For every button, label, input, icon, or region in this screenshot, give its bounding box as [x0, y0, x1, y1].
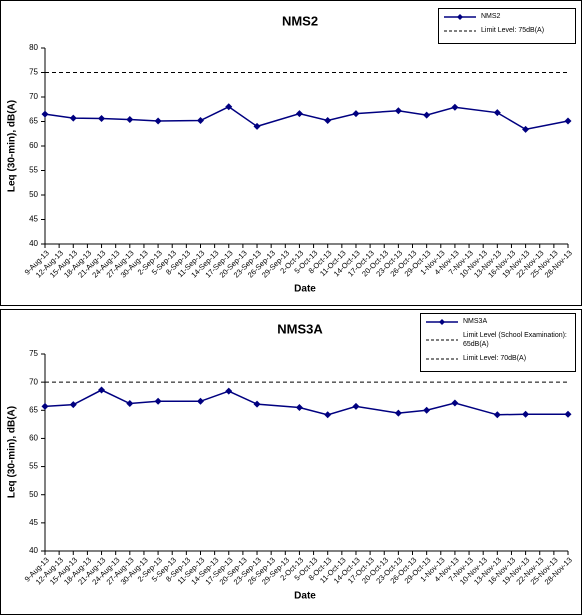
marker — [564, 117, 572, 125]
marker — [522, 125, 530, 133]
marker — [69, 401, 77, 409]
series-line — [44, 105, 569, 131]
marker — [295, 403, 303, 411]
y-tick-label: 80 — [29, 43, 38, 52]
marker — [253, 400, 261, 408]
legend-label: NMS2 — [481, 13, 501, 20]
marker — [423, 111, 431, 119]
y-tick-label: 50 — [29, 490, 38, 499]
legend-swatch — [426, 339, 458, 341]
marker — [394, 409, 402, 417]
y-tick-label: 60 — [29, 141, 38, 150]
marker — [352, 402, 360, 410]
legend-marker — [439, 318, 445, 325]
marker — [423, 406, 431, 414]
marker — [41, 402, 49, 410]
marker — [324, 411, 332, 419]
series-line — [44, 389, 568, 416]
marker — [225, 103, 233, 111]
panel-border — [0, 309, 582, 615]
marker — [493, 411, 501, 419]
marker — [154, 397, 162, 405]
y-tick-label: 40 — [29, 239, 38, 248]
y-tick-label: 75 — [29, 349, 38, 358]
legend-label: Limit Level: 70dB(A) — [463, 355, 527, 362]
marker — [98, 386, 106, 394]
y-tick-label: 65 — [29, 405, 38, 414]
legend-item: NMS3A — [425, 317, 571, 326]
y-tick-label: 65 — [29, 117, 38, 126]
marker — [98, 115, 106, 123]
legend-swatch — [444, 30, 476, 31]
marker — [324, 117, 332, 125]
marker — [295, 110, 303, 118]
y-tick-label: 70 — [29, 377, 38, 386]
legend-item: Limit Level (School Examination): 65dB(A… — [425, 331, 571, 349]
legend-item: Limit Level: 70dB(A) — [425, 354, 571, 363]
legend-item: Limit Level: 75dB(A) — [443, 26, 571, 35]
legend-label: Limit Level: 75dB(A) — [481, 27, 545, 34]
marker — [225, 387, 233, 395]
chart-title: NMS3A — [277, 321, 323, 336]
x-axis-title: Date — [294, 591, 316, 602]
marker — [493, 109, 501, 117]
marker — [253, 122, 261, 130]
y-tick-label: 50 — [29, 190, 38, 199]
legend-swatch — [426, 358, 458, 359]
marker — [451, 103, 459, 111]
legend-swatch — [444, 13, 476, 20]
y-axis-title: Leq (30-min), dB(A) — [7, 406, 18, 498]
y-tick-label: 75 — [29, 68, 38, 77]
marker — [564, 410, 572, 418]
y-tick-label: 55 — [29, 166, 38, 175]
marker — [451, 399, 459, 407]
legend-item: NMS2 — [443, 12, 571, 21]
legend-swatch — [426, 318, 458, 325]
y-tick-label: 70 — [29, 92, 38, 101]
legend-label: NMS3A — [463, 318, 488, 325]
chart-title: NMS2 — [282, 13, 318, 28]
marker — [69, 114, 77, 122]
marker — [41, 110, 49, 118]
marker — [394, 107, 402, 115]
marker — [154, 117, 162, 125]
y-tick-label: 45 — [29, 518, 38, 527]
marker — [196, 117, 204, 125]
y-tick-label: 60 — [29, 434, 38, 443]
y-tick-label: 55 — [29, 462, 38, 471]
legend: NMS2 Limit Level: 75dB(A) — [438, 8, 576, 44]
marker — [352, 110, 360, 118]
legend-label: Limit Level (School Examination): 65dB(A… — [463, 332, 567, 348]
marker — [522, 410, 530, 418]
x-axis-title: Date — [294, 284, 316, 295]
panel-border — [0, 0, 582, 306]
marker — [126, 400, 134, 408]
legend-marker — [457, 13, 463, 20]
y-tick-label: 45 — [29, 215, 38, 224]
y-axis-title: Leq (30-min), dB(A) — [7, 100, 18, 192]
marker — [126, 116, 134, 124]
marker — [196, 397, 204, 405]
y-tick-label: 40 — [29, 546, 38, 555]
legend: NMS3A Limit Level (School Examination): 6… — [420, 313, 576, 372]
